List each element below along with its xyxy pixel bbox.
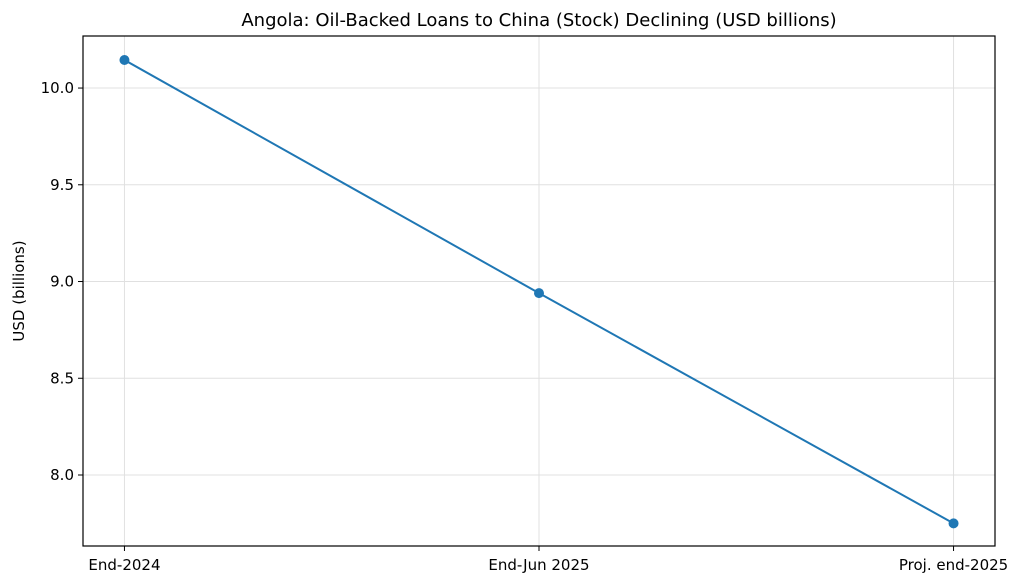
point (119, 54, 130, 65)
y-tick-label: 10.0 (41, 79, 74, 97)
plot-frame (82, 35, 996, 547)
x-tick-label: End-Jun 2025 (488, 556, 589, 574)
y-tick-label: 9.0 (50, 273, 74, 291)
y-tick-label: 9.5 (50, 176, 74, 194)
y-tick-label: 8.5 (50, 369, 74, 387)
x-tick-label: End-2024 (88, 556, 160, 574)
chart-title: Angola: Oil-Backed Loans to China (Stock… (241, 10, 836, 31)
y-tick-label: 8.0 (50, 466, 74, 484)
point (534, 288, 544, 299)
point (948, 518, 959, 529)
x-tick-label: Proj. end-2025 (899, 556, 1008, 574)
y-axis-label: USD (billions) (10, 240, 28, 341)
